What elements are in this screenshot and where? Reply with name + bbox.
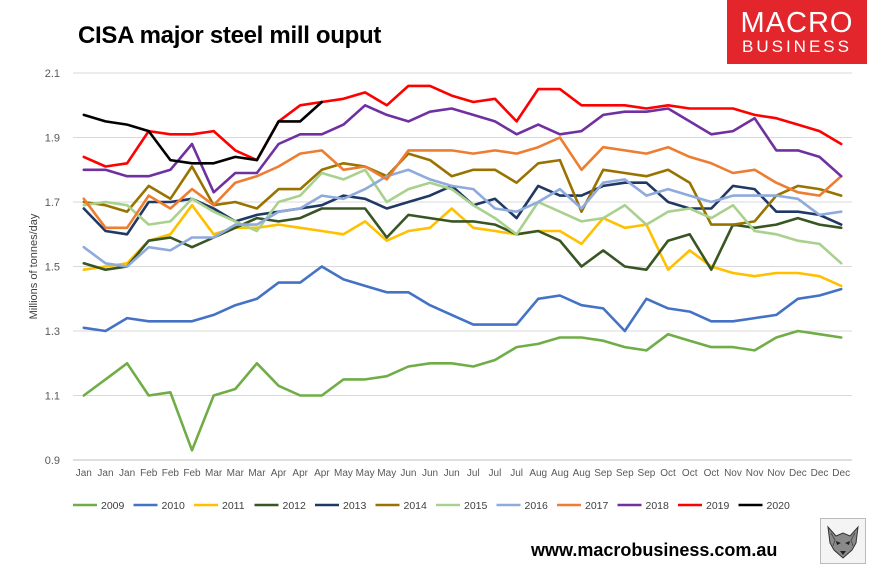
x-tick-label: Aug xyxy=(551,468,569,479)
x-tick-label: Jan xyxy=(76,468,92,479)
x-tick-label: Feb xyxy=(183,468,201,479)
wolf-icon xyxy=(820,518,866,564)
x-tick-label: Nov xyxy=(746,468,764,479)
macrobusiness-logo: MACRO BUSINESS xyxy=(727,0,867,64)
x-tick-label: Feb xyxy=(140,468,158,479)
series-line-2011 xyxy=(82,203,843,288)
x-tick-label: Apr xyxy=(314,468,330,479)
x-tick-label: Oct xyxy=(660,468,676,479)
x-tick-label: Sep xyxy=(594,468,612,479)
legend-label-2014: 2014 xyxy=(404,500,428,512)
y-tick-label: 0.9 xyxy=(45,455,60,467)
chart-title: CISA major steel mill ouput xyxy=(78,22,382,49)
x-tick-label: Jan xyxy=(119,468,135,479)
y-tick-label: 1.7 xyxy=(45,197,60,209)
legend-label-2010: 2010 xyxy=(162,500,186,512)
x-tick-label: Mar xyxy=(227,468,245,479)
legend-label-2012: 2012 xyxy=(283,500,307,512)
x-tick-label: Jul xyxy=(489,468,502,479)
x-tick-label: May xyxy=(356,468,375,479)
x-tick-label: Nov xyxy=(767,468,785,479)
x-tick-label: Dec xyxy=(832,468,850,479)
x-tick-label: Mar xyxy=(205,468,223,479)
legend-label-2018: 2018 xyxy=(646,500,670,512)
x-tick-label: Sep xyxy=(638,468,656,479)
series-lines xyxy=(82,84,843,452)
series-line-2010 xyxy=(82,265,843,333)
x-tick-label: Jul xyxy=(467,468,480,479)
series-line-2016 xyxy=(82,168,843,268)
x-tick-label: Nov xyxy=(724,468,742,479)
series-line-2012 xyxy=(82,207,843,271)
y-axis-title: Millions of tonnes/day xyxy=(28,213,40,319)
legend-label-2017: 2017 xyxy=(585,500,609,512)
series-line-2014 xyxy=(82,152,843,226)
x-tick-label: Jun xyxy=(444,468,460,479)
logo-line-1: MACRO xyxy=(740,7,854,39)
x-tick-label: Aug xyxy=(573,468,591,479)
x-tick-label: Aug xyxy=(529,468,547,479)
x-tick-label: Apr xyxy=(292,468,308,479)
y-tick-label: 1.3 xyxy=(45,326,60,338)
legend-label-2016: 2016 xyxy=(525,500,549,512)
x-tick-label: Jun xyxy=(400,468,416,479)
x-tick-label: Jul xyxy=(510,468,523,479)
x-tick-label: Dec xyxy=(811,468,829,479)
y-tick-label: 1.1 xyxy=(45,391,60,403)
legend-label-2011: 2011 xyxy=(222,500,245,512)
series-line-2009 xyxy=(82,329,843,452)
x-tick-label: Apr xyxy=(271,468,287,479)
series-line-2018 xyxy=(82,104,843,194)
series-line-2020 xyxy=(82,100,324,165)
legend-label-2020: 2020 xyxy=(767,500,791,512)
logo-line-2: BUSINESS xyxy=(742,37,852,56)
series-line-2015 xyxy=(82,168,843,265)
legend-label-2015: 2015 xyxy=(464,500,488,512)
x-tick-label: Oct xyxy=(704,468,720,479)
x-tick-label: Sep xyxy=(616,468,634,479)
y-tick-label: 1.5 xyxy=(45,262,60,274)
series-line-2019 xyxy=(82,84,843,168)
legend-label-2009: 2009 xyxy=(101,500,125,512)
legend-label-2019: 2019 xyxy=(706,500,730,512)
x-tick-label: Oct xyxy=(682,468,698,479)
x-tick-label: Mar xyxy=(248,468,266,479)
wolf-icon-graphic xyxy=(827,525,859,559)
x-tick-label: Jun xyxy=(422,468,438,479)
x-tick-label: Jan xyxy=(97,468,113,479)
legend-label-2013: 2013 xyxy=(343,500,367,512)
y-tick-label: 2.1 xyxy=(45,68,60,80)
series-line-2017 xyxy=(82,136,843,230)
x-tick-label: Dec xyxy=(789,468,807,479)
website-url: www.macrobusiness.com.au xyxy=(531,540,778,560)
x-tick-label: Feb xyxy=(162,468,180,479)
legend: 2009 2010 2011 2012 2013 2014 2015 2016 2017 2018… xyxy=(73,500,790,512)
y-tick-label: 1.9 xyxy=(45,133,60,145)
x-tick-label: May xyxy=(377,468,396,479)
x-tick-label: May xyxy=(334,468,353,479)
